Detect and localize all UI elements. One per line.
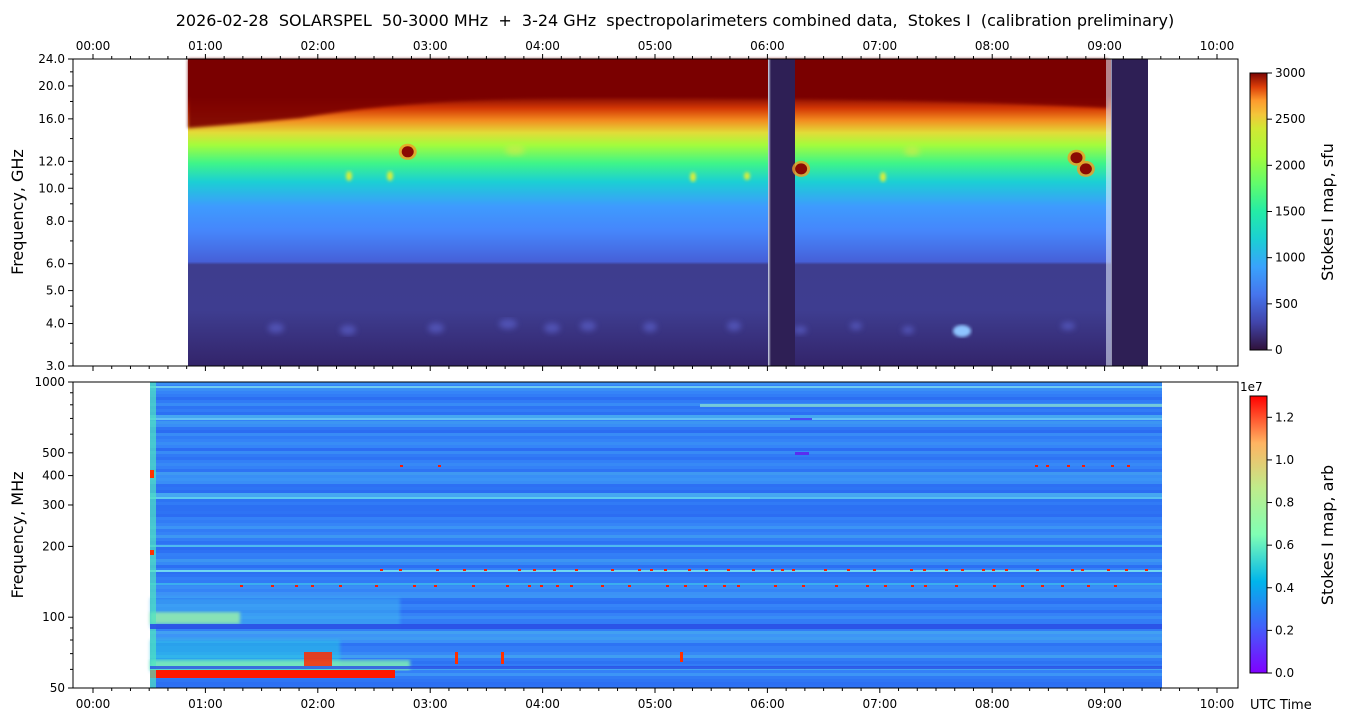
bottom-x-tick-label: 03:00 bbox=[413, 697, 448, 711]
bottom-colorbar-tick-label: 0.6 bbox=[1275, 538, 1294, 552]
top-y-tick-label: 16.0 bbox=[38, 112, 65, 126]
bottom-x-tick-label: 01:00 bbox=[188, 697, 223, 711]
bottom-x-tick-label: 08:00 bbox=[975, 697, 1010, 711]
top-y-tick-label: 10.0 bbox=[38, 181, 65, 195]
top-x-tick-label: 04:00 bbox=[525, 39, 560, 53]
top-y-tick-label: 5.0 bbox=[46, 284, 65, 298]
bottom-spectrogram-image bbox=[150, 382, 1162, 688]
bottom-colorbar-label: Stokes I map, arb bbox=[1318, 465, 1337, 605]
bottom-colorbar-multiplier: 1e7 bbox=[1240, 380, 1263, 394]
bottom-y-tick-label: 400 bbox=[42, 469, 65, 483]
page-title: 2026-02-28 SOLARSPEL 50-3000 MHz + 3-24 … bbox=[175, 11, 1175, 30]
bottom-x-axis: 00:00 01:00 02:00 03:00 04:00 05:00 06:00 07:00… bbox=[76, 688, 1235, 711]
top-x-tick-label: 00:00 bbox=[76, 39, 111, 53]
top-panel: 3.0 4.0 5.0 6.0 8.0 10.0 12.0 16.0 20.0 24.0 00:0… bbox=[8, 39, 1239, 373]
bottom-y-axis: 50 100 200 300 400 500 1000 bbox=[34, 375, 73, 695]
top-x-tick-label: 07:00 bbox=[863, 39, 898, 53]
bottom-colorbar-tick-label: 0.4 bbox=[1275, 581, 1294, 595]
bottom-colorbar-tick-label: 0.0 bbox=[1275, 666, 1294, 680]
bottom-x-tick-label: 02:00 bbox=[301, 697, 336, 711]
top-y-tick-label: 24.0 bbox=[38, 52, 65, 66]
bottom-x-tick-label: 00:00 bbox=[76, 697, 111, 711]
bottom-y-axis-label: Frequency, MHz bbox=[8, 471, 27, 598]
bottom-x-tick-label: 05:00 bbox=[638, 697, 673, 711]
burst-mark bbox=[1067, 149, 1086, 166]
top-x-tick-label: 10:00 bbox=[1200, 39, 1235, 53]
top-colorbar-tick-label: 2500 bbox=[1275, 112, 1306, 126]
bottom-y-tick-label: 50 bbox=[50, 681, 65, 695]
top-y-tick-label: 8.0 bbox=[46, 214, 65, 228]
x-axis-label: UTC Time bbox=[1250, 698, 1312, 713]
top-colorbar: 0 500 1000 1500 2000 2500 3000 Stokes I map, s… bbox=[1249, 66, 1337, 357]
top-x-tick-label: 08:00 bbox=[975, 39, 1010, 53]
bottom-y-tick-label: 1000 bbox=[34, 375, 65, 389]
top-y-tick-label: 3.0 bbox=[46, 359, 65, 373]
top-x-tick-label: 02:00 bbox=[301, 39, 336, 53]
burst-mark bbox=[792, 160, 811, 177]
top-spectrogram-image bbox=[188, 59, 1148, 366]
top-x-tick-label: 06:00 bbox=[750, 39, 785, 53]
top-colorbar-tick-label: 0 bbox=[1275, 343, 1283, 357]
top-colorbar-tick-label: 2000 bbox=[1275, 158, 1306, 172]
top-colorbar-label: Stokes I map, sfu bbox=[1318, 143, 1337, 281]
top-y-axis-label: Frequency, GHz bbox=[8, 149, 27, 275]
bottom-colorbar-tick-label: 0.2 bbox=[1275, 623, 1294, 637]
bottom-y-tick-label: 100 bbox=[42, 610, 65, 624]
bottom-y-tick-label: 300 bbox=[42, 498, 65, 512]
top-x-tick-label: 03:00 bbox=[413, 39, 448, 53]
bottom-colorbar-tick-label: 1.2 bbox=[1275, 410, 1294, 424]
bottom-y-tick-label: 200 bbox=[42, 539, 65, 553]
top-x-tick-label: 09:00 bbox=[1087, 39, 1122, 53]
burst-markers bbox=[398, 143, 1095, 177]
bottom-x-tick-label: 07:00 bbox=[863, 697, 898, 711]
top-colorbar-tick-label: 1500 bbox=[1275, 205, 1306, 219]
bottom-colorbar-tick-label: 1.0 bbox=[1275, 453, 1294, 467]
bottom-x-tick-label: 06:00 bbox=[750, 697, 785, 711]
burst-mark bbox=[1076, 160, 1095, 177]
bottom-y-tick-label: 500 bbox=[42, 446, 65, 460]
top-colorbar-tick-label: 500 bbox=[1275, 297, 1298, 311]
top-y-tick-label: 12.0 bbox=[38, 154, 65, 168]
top-x-tick-label: 05:00 bbox=[638, 39, 673, 53]
top-y-tick-label: 4.0 bbox=[46, 317, 65, 331]
top-y-tick-label: 20.0 bbox=[38, 79, 65, 93]
bottom-x-tick-label: 09:00 bbox=[1087, 697, 1122, 711]
bottom-x-tick-label: 10:00 bbox=[1200, 697, 1235, 711]
bottom-colorbar-tick-label: 0.8 bbox=[1275, 496, 1294, 510]
burst-mark bbox=[398, 143, 417, 160]
top-x-axis: 00:00 01:00 02:00 03:00 04:00 05:00 06:00 07:00… bbox=[76, 39, 1235, 371]
bottom-colorbar: 0.0 0.2 0.4 0.6 0.8 1.0 1.2 1e7 Stokes I map, … bbox=[1240, 380, 1337, 680]
bottom-x-tick-label: 04:00 bbox=[525, 697, 560, 711]
top-y-tick-label: 6.0 bbox=[46, 257, 65, 271]
bottom-panel: 50 100 200 300 400 500 1000 00:00 01:00 02:00 03:… bbox=[8, 375, 1312, 713]
top-y-axis: 3.0 4.0 5.0 6.0 8.0 10.0 12.0 16.0 20.0 24.0 bbox=[38, 52, 73, 373]
top-colorbar-tick-label: 3000 bbox=[1275, 66, 1306, 80]
top-colorbar-tick-label: 1000 bbox=[1275, 251, 1306, 265]
top-x-tick-label: 01:00 bbox=[188, 39, 223, 53]
